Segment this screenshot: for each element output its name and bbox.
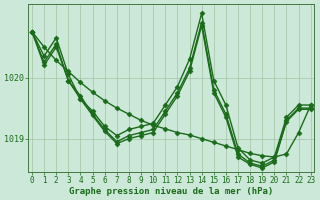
X-axis label: Graphe pression niveau de la mer (hPa): Graphe pression niveau de la mer (hPa) (69, 187, 274, 196)
